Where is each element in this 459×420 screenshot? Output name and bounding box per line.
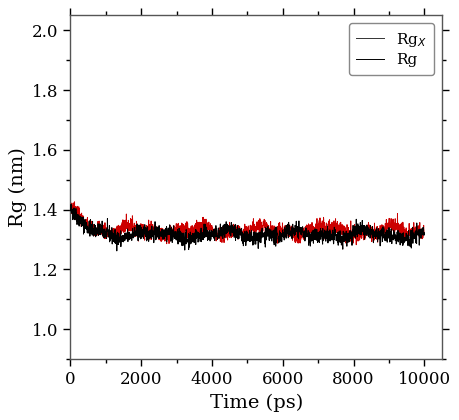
Rg$_X$	[87, 218, 92, 223]
Rg	[99, 218, 105, 223]
Rg	[199, 235, 205, 240]
Rg$_X$	[67, 197, 73, 202]
Rg$_X$	[353, 242, 358, 247]
Rg$_X$	[75, 220, 81, 225]
Rg$_X$	[99, 232, 105, 237]
X-axis label: Time (ps): Time (ps)	[209, 394, 302, 412]
Rg	[358, 223, 364, 228]
Rg	[421, 232, 426, 237]
Rg$_X$	[280, 231, 285, 236]
Rg	[114, 248, 119, 253]
Line: Rg: Rg	[70, 204, 424, 251]
Rg$_X$	[421, 231, 426, 236]
Line: Rg$_X$: Rg$_X$	[70, 199, 424, 245]
Y-axis label: Rg (nm): Rg (nm)	[8, 147, 27, 227]
Rg	[87, 226, 92, 231]
Rg	[67, 205, 73, 210]
Rg	[68, 202, 73, 207]
Rg$_X$	[358, 233, 364, 238]
Rg	[280, 232, 285, 237]
Rg$_X$	[199, 227, 204, 232]
Rg	[76, 218, 81, 223]
Legend: Rg$_X$, Rg: Rg$_X$, Rg	[348, 23, 433, 75]
